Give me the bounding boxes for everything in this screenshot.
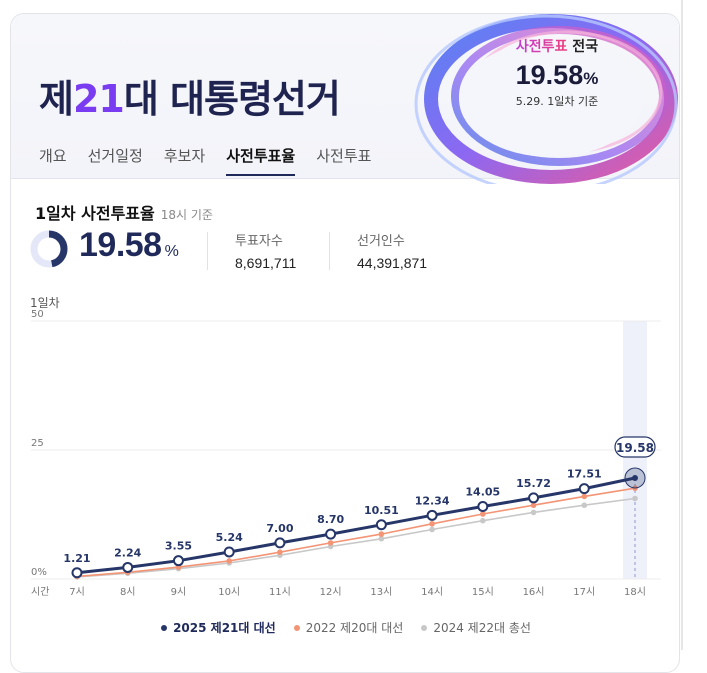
election-card: 제21대 대통령선거 사전투표 전국 19.58% 5.29. 1일차 기준 개…: [10, 13, 680, 673]
data-label: 7.00: [266, 522, 293, 535]
data-label: 15.72: [516, 477, 551, 490]
legend-dot: [421, 624, 428, 631]
tab-overview[interactable]: 개요: [39, 147, 67, 165]
section-note: 18시 기준: [160, 208, 213, 222]
turnout-badge: 사전투표 전국 19.58% 5.29. 1일차 기준: [499, 36, 615, 109]
x-tick-label: 8시: [120, 586, 136, 598]
data-point: [223, 546, 235, 558]
data-point: [226, 558, 232, 564]
data-point: [528, 492, 540, 504]
data-point: [530, 502, 537, 509]
electorate-stat: 선거인수 44,391,871: [357, 230, 427, 271]
series-line: [76, 476, 636, 575]
data-point: [581, 502, 588, 509]
x-tick-label: 17시: [573, 586, 595, 598]
data-label-bubble: [614, 436, 656, 458]
badge-value: 19.58%: [515, 60, 599, 90]
data-point: [327, 540, 334, 546]
tab-bar: 개요 선거일정 후보자 사전투표율 사전투표: [39, 145, 392, 176]
badge-label: 사전투표 전국: [515, 39, 599, 55]
y-tick-label: 0%: [31, 567, 47, 578]
data-label: 14.05: [465, 486, 500, 499]
section-title: 1일차 사전투표율 18시 기준: [35, 204, 213, 223]
swirl-graphic: [414, 14, 678, 184]
chart-legend: 2025 제21대 대선 2022 제20대 대선 2024 제22대 총선: [11, 619, 679, 636]
data-point: [429, 520, 435, 527]
x-tick-label: 18시: [624, 586, 646, 598]
x-tick-label: 16시: [523, 586, 545, 598]
x-tick-label: 14시: [421, 586, 443, 598]
badge-note: 5.29. 1일차 기준: [515, 95, 599, 108]
data-point: [530, 509, 537, 516]
tab-early-turnout[interactable]: 사전투표율: [226, 145, 296, 176]
series-line: [76, 497, 636, 578]
data-point: [325, 528, 337, 540]
data-point: [477, 501, 489, 513]
data-label: 8.70: [317, 513, 344, 526]
data-point: [378, 531, 385, 537]
x-tick-label: 7시: [69, 586, 85, 598]
page-title: 제21대 대통령선거: [39, 77, 341, 121]
voters-stat: 투표자수 8,691,711: [235, 230, 296, 271]
data-point: [578, 483, 590, 495]
data-point: [426, 509, 438, 521]
x-tick-label: 10시: [218, 586, 240, 598]
x-tick-label: 15시: [472, 586, 494, 598]
data-point: [71, 567, 83, 579]
divider: [207, 232, 208, 270]
data-point: [632, 495, 638, 502]
data-point: [172, 555, 184, 567]
data-label: 1.21: [63, 552, 90, 565]
data-point: [277, 549, 283, 555]
legend-item-2024[interactable]: 2024 제22대 총선: [421, 619, 531, 636]
data-point: [581, 493, 588, 500]
electorate-label: 선거인수: [357, 234, 405, 249]
electorate-value: 44,391,871: [357, 255, 428, 271]
data-label: 5.24: [216, 531, 243, 544]
data-point: [480, 517, 486, 524]
tab-candidates[interactable]: 후보자: [163, 147, 206, 165]
data-label: 10.51: [364, 504, 399, 517]
legend-item-2022[interactable]: 2022 제20대 대선: [293, 619, 403, 636]
page-scrollbar[interactable]: [681, 0, 683, 650]
chart-day-label: 1일차: [30, 296, 60, 310]
data-point: [274, 537, 286, 549]
tab-early-voting[interactable]: 사전투표: [316, 147, 372, 165]
x-tick-label: 13시: [370, 586, 392, 598]
voters-label: 투표자수: [235, 234, 283, 249]
x-tick-label: 12시: [320, 586, 342, 598]
tab-schedule[interactable]: 선거일정: [87, 147, 143, 165]
series-line: [76, 487, 636, 578]
data-label: 17.51: [567, 468, 602, 481]
data-point: [375, 519, 387, 531]
legend-item-2025[interactable]: 2025 제21대 대선: [161, 619, 276, 636]
voters-value: 8,691,711: [235, 255, 297, 271]
y-tick-label: 50: [31, 309, 44, 320]
legend-dot: [293, 624, 300, 631]
data-label: 2.24: [114, 546, 141, 559]
data-label: 12.34: [415, 494, 450, 507]
turnout-rate: 19.58%: [79, 226, 179, 264]
x-axis-label: 시간: [31, 586, 49, 598]
x-tick-label: 9시: [171, 586, 187, 598]
divider: [329, 232, 330, 270]
hero-banner: 제21대 대통령선거 사전투표 전국 19.58% 5.29. 1일차 기준 개…: [11, 14, 679, 184]
x-tick-label: 11시: [269, 586, 291, 598]
data-point: [429, 526, 435, 533]
data-point: [122, 561, 134, 573]
legend-dot: [161, 624, 168, 631]
turnout-line-chart: 50 25 0% 시간 7시 8시 9시 10시 11시 12시 13시 14시 15시 16시 17시 18…: [31, 309, 661, 598]
data-label: 19.58: [616, 441, 654, 455]
turnout-donut-icon: [30, 230, 68, 268]
data-point: [480, 511, 486, 517]
data-point: [378, 535, 385, 542]
data-label: 3.55: [165, 540, 192, 553]
y-tick-label: 25: [31, 438, 44, 449]
data-point: [632, 474, 638, 481]
